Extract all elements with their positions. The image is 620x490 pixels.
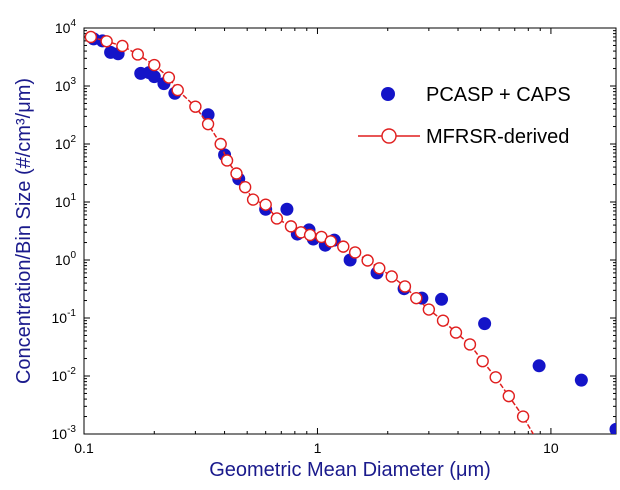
legend: PCASP + CAPS MFRSR-derived — [358, 84, 571, 148]
series-clip — [84, 30, 616, 434]
data-point — [280, 202, 294, 216]
data-point — [502, 389, 515, 403]
data-point — [337, 240, 350, 253]
legend-label-mfrsr: MFRSR-derived — [426, 126, 569, 148]
data-point — [270, 212, 284, 225]
data-point — [435, 292, 449, 306]
data-point — [147, 70, 161, 84]
data-point — [324, 235, 337, 248]
y-tick-label: 104 — [55, 18, 77, 36]
data-point — [476, 354, 489, 368]
x-tick-label: 0.1 — [74, 440, 94, 456]
plot-area: 0.1 1 10 10-3 10-2 10-1 100 101 102 103 104 — [52, 18, 617, 456]
data-point — [171, 83, 184, 97]
legend-marker-mfrsr — [381, 128, 397, 144]
data-point — [303, 228, 317, 242]
y-tick-label: 102 — [55, 134, 77, 152]
y-tick-label: 10-3 — [52, 424, 77, 442]
data-point — [148, 58, 161, 72]
axis-tick-labels: 0.1 1 10 10-3 10-2 10-1 100 101 102 103 104 — [52, 18, 559, 456]
data-point — [609, 422, 616, 434]
y-tick-label: 101 — [55, 192, 77, 210]
x-tick-label: 10 — [543, 440, 559, 456]
data-point — [478, 317, 492, 331]
legend-label-pcasp: PCASP + CAPS — [426, 84, 571, 106]
data-point — [284, 220, 298, 233]
data-point — [422, 303, 436, 316]
data-point — [463, 338, 477, 351]
y-tick-label: 103 — [55, 76, 77, 94]
x-axis-title: Geometric Mean Diameter (μm) — [209, 459, 491, 481]
data-point — [230, 167, 243, 180]
data-point — [410, 291, 423, 305]
data-point — [214, 137, 227, 151]
plot-frame — [83, 27, 617, 435]
y-tick-label: 100 — [55, 250, 77, 268]
data-point — [259, 198, 272, 211]
data-point — [516, 410, 530, 423]
data-point — [220, 154, 234, 167]
x-tick-label: 1 — [314, 440, 322, 456]
data-point — [162, 71, 176, 84]
data-point — [116, 39, 129, 53]
series-1 — [84, 30, 535, 434]
data-point — [238, 180, 252, 194]
data-point — [201, 117, 215, 131]
data-point — [532, 359, 546, 373]
data-series — [84, 30, 616, 434]
data-point — [361, 254, 374, 267]
y-axis-title: Concentration/Bin Size (#/cm³/μm) — [13, 78, 35, 384]
data-point — [100, 35, 113, 48]
y-tick-label: 10-1 — [52, 308, 77, 326]
data-point — [131, 48, 145, 61]
data-point — [489, 371, 502, 384]
y-tick-label: 10-2 — [52, 366, 77, 384]
data-point — [398, 280, 412, 293]
data-point — [348, 246, 362, 259]
data-point — [246, 193, 260, 206]
data-point — [436, 314, 450, 327]
axis-ticks — [83, 27, 616, 435]
data-point — [385, 270, 398, 283]
data-point — [189, 100, 202, 113]
data-point — [201, 108, 215, 122]
data-point — [574, 373, 588, 387]
data-point — [373, 262, 386, 275]
legend-marker-pcasp — [381, 87, 395, 101]
data-point — [449, 326, 463, 339]
data-point — [84, 30, 98, 44]
